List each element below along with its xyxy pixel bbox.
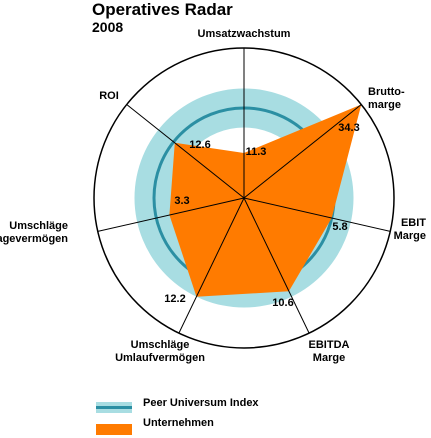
legend-label-peer: Peer Universum Index	[143, 397, 259, 409]
value-label-0: 11.3	[246, 146, 267, 158]
spoke-4	[178, 197, 245, 334]
legend-label-company: Unternehmen	[143, 417, 214, 429]
axis-label-2: EBIT Marge	[394, 217, 427, 242]
outer-circle	[93, 47, 395, 349]
legend-swatch-peer	[96, 402, 132, 413]
chart-title: Operatives Radar	[92, 0, 233, 19]
spoke-3	[243, 197, 310, 334]
chart-subtitle: 2008	[92, 19, 124, 35]
legend-swatch-company	[96, 424, 132, 435]
value-label-2: 5.8	[332, 221, 347, 233]
value-label-1: 34.3	[338, 122, 359, 134]
axis-label-5: UmschlägeAnlagevermögen	[0, 220, 68, 245]
axis-label-3: EBITDA Marge	[309, 339, 350, 364]
value-label-5: 3.3	[174, 195, 189, 207]
spoke-1	[243, 104, 362, 199]
spoke-5	[97, 197, 245, 232]
axis-label-0: Umsatzwachstum	[198, 28, 291, 40]
axis-label-1: Brutto-marge	[368, 86, 405, 111]
value-label-4: 12.2	[164, 293, 185, 305]
spoke-6	[126, 104, 245, 199]
value-label-3: 10.6	[272, 297, 293, 309]
company-area	[169, 104, 362, 297]
spoke-2	[243, 197, 391, 232]
axis-label-6: ROI	[99, 90, 119, 102]
axis-label-4: Umschläge Umlaufvermögen	[115, 339, 205, 364]
value-label-6: 12.6	[189, 139, 210, 151]
